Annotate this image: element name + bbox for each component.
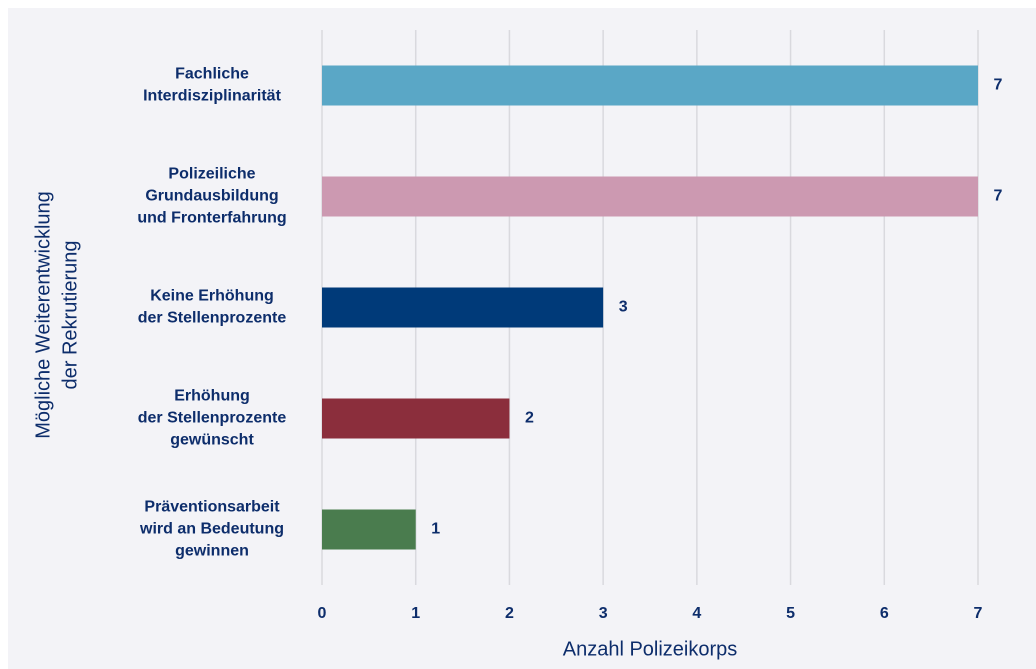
value-label: 7 [994,188,1003,205]
label-line: Grundausbildung [145,188,278,205]
label-line: gewinnen [175,543,249,560]
label-line: Interdisziplinarität [143,88,281,105]
bar [322,176,978,217]
y-tick-label: Fachliche Interdisziplinarität [143,66,281,105]
panel [8,8,1036,669]
label-line: der Stellenprozente [138,310,287,327]
y-tick-label: Keine Erhöhung der Stellenprozente [138,288,287,327]
x-tick-label: 2 [505,605,514,622]
y-tick-label: Polizeiliche Grundausbildung und Fronterfa… [137,166,286,227]
x-axis-label: Anzahl Polizeikorps [563,638,738,660]
x-tick-label: 5 [786,605,795,622]
bar [322,398,510,439]
label-line: und Fronterfahrung [137,210,286,227]
value-label: 2 [525,410,534,427]
label-line: wird an Bedeutung [139,521,284,538]
y-tick-label: Präventionsarbeit wird an Bedeutung gewinn… [139,499,284,560]
x-tick-label: 4 [692,605,701,622]
y-axis-label: Mögliche Weiterentwicklung der Rekrutieru… [33,191,82,439]
label-line: Präventionsarbeit [144,499,280,516]
label-line: Erhöhung [174,388,250,405]
value-label: 1 [431,521,440,538]
x-tick-label: 7 [974,605,983,622]
label-line: der Stellenprozente [138,410,287,427]
value-label: 3 [619,299,628,316]
x-tick-label: 6 [880,605,889,622]
label-line: der Rekrutierung [60,241,82,390]
bar [322,509,416,550]
label-line: Keine Erhöhung [150,288,274,305]
label-line: Mögliche Weiterentwicklung [33,191,55,439]
bar [322,287,604,328]
x-tick-label: 1 [411,605,420,622]
x-tick-label: 3 [599,605,608,622]
label-line: gewünscht [170,432,254,449]
label-line: Polizeiliche [168,166,255,183]
y-tick-label: Erhöhung der Stellenprozente gewünscht [138,388,287,449]
label-line: Fachliche [175,66,249,83]
x-tick-label: 0 [318,605,327,622]
value-label: 7 [994,77,1003,94]
bar [322,65,978,106]
